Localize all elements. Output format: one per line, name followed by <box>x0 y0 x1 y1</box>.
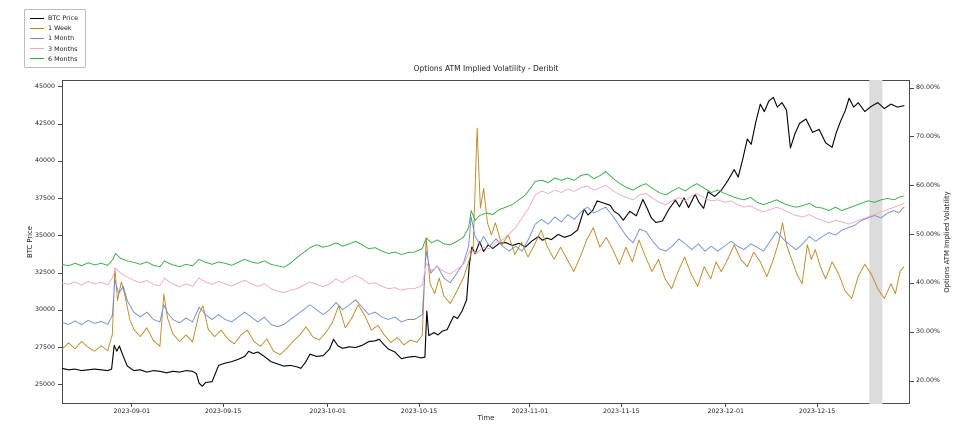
y-left-tick-mark <box>58 160 62 162</box>
legend-label: BTC Price <box>48 14 78 23</box>
y-right-tick-mark <box>910 282 914 284</box>
x-axis-title: Time <box>477 414 495 422</box>
y-left-tick-mark <box>58 123 62 125</box>
legend-line-swatch <box>30 58 44 60</box>
y-right-tick-mark <box>910 136 914 138</box>
x-tick-label: 2023-09-15 <box>204 408 242 415</box>
y-left-tick-label: 45000 <box>34 82 55 90</box>
y-left-tick-mark <box>58 272 62 274</box>
series-line-btc-price <box>62 96 905 387</box>
series-line-1-week <box>62 127 905 356</box>
x-tick-mark <box>222 404 224 407</box>
y-right-tick-label: 60.00% <box>916 181 941 189</box>
y-left-tick-mark <box>58 198 62 200</box>
y-left-tick-mark <box>58 384 62 386</box>
x-tick-mark <box>620 404 622 407</box>
legend-item: 3 Months <box>30 44 78 54</box>
x-tick-mark <box>327 404 329 407</box>
y-right-tick-label: 50.00% <box>916 230 941 238</box>
y-left-tick-label: 37500 <box>34 194 55 202</box>
y-left-tick-mark <box>58 309 62 311</box>
x-tick-label: 2023-11-01 <box>511 408 549 415</box>
y-left-tick-label: 25000 <box>34 380 55 388</box>
x-tick-mark <box>131 404 133 407</box>
y-right-tick-mark <box>910 331 914 333</box>
legend-label: 1 Week <box>48 24 72 33</box>
legend-item: BTC Price <box>30 13 78 23</box>
x-tick-label: 2023-09-01 <box>113 408 151 415</box>
right-axis-title: Options ATM Implied Volatility <box>943 191 951 293</box>
legend-label: 6 Months <box>48 54 78 63</box>
y-right-tick-label: 20.00% <box>916 377 941 384</box>
y-left-tick-label: 30000 <box>34 306 55 314</box>
series-line-6-months <box>62 171 905 268</box>
y-left-tick-label: 32500 <box>34 269 55 277</box>
y-left-tick-mark <box>58 235 62 237</box>
x-tick-label: 2023-10-15 <box>400 408 438 415</box>
legend-line-swatch <box>30 37 44 39</box>
y-right-tick-label: 40.00% <box>916 279 941 287</box>
legend-label: 1 Month <box>48 34 75 43</box>
plot-area-border <box>62 80 910 404</box>
chart-title: Options ATM Implied Volatility - Deribit <box>413 64 559 73</box>
y-left-tick-label: 42500 <box>34 120 55 128</box>
y-right-tick-mark <box>910 87 914 89</box>
highlight-band <box>869 80 883 404</box>
x-tick-mark <box>725 404 727 407</box>
legend-line-swatch <box>30 27 44 29</box>
legend-line-swatch <box>30 17 44 19</box>
x-tick-label: 2023-10-01 <box>309 408 346 415</box>
y-left-tick-label: 40000 <box>34 157 55 165</box>
x-tick-label: 2023-12-15 <box>798 408 836 415</box>
y-right-tick-mark <box>910 185 914 187</box>
x-tick-mark <box>418 404 420 407</box>
y-right-tick-label: 30.00% <box>916 328 941 336</box>
legend-item: 1 Month <box>30 33 78 43</box>
y-right-tick-mark <box>910 380 914 382</box>
legend-label: 3 Months <box>48 44 78 53</box>
series-line-3-months <box>62 184 905 294</box>
legend: BTC Price 1 Week 1 Month 3 Months 6 Mont… <box>24 9 86 68</box>
y-left-tick-label: 35000 <box>34 231 55 239</box>
x-tick-label: 2023-12-01 <box>707 408 745 415</box>
legend-item: 6 Months <box>30 54 78 64</box>
left-axis-title: BTC Price <box>26 226 34 258</box>
x-tick-mark <box>816 404 818 407</box>
y-left-tick-label: 27500 <box>34 343 55 351</box>
y-left-tick-mark <box>58 86 62 88</box>
y-right-tick-label: 70.00% <box>916 132 941 140</box>
series-line-1-month <box>62 206 905 328</box>
y-left-tick-mark <box>58 347 62 348</box>
legend-item: 1 Week <box>30 23 78 33</box>
plot-canvas <box>62 80 905 404</box>
x-tick-mark <box>529 404 531 407</box>
y-right-tick-label: 80.00% <box>916 84 941 91</box>
x-tick-label: 2023-11-15 <box>603 408 640 415</box>
legend-line-swatch <box>30 48 44 50</box>
y-right-tick-mark <box>910 234 914 235</box>
